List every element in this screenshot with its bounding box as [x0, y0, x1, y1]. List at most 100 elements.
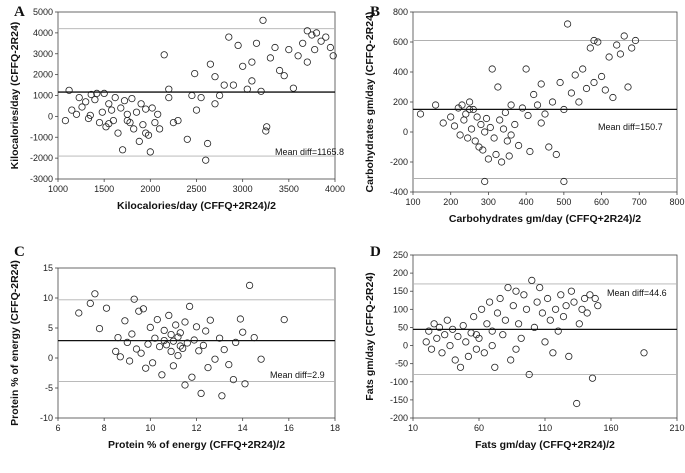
panel-a-point-23 — [123, 110, 131, 118]
panel-a-point-70 — [294, 52, 302, 60]
panel-d-point-51 — [557, 291, 565, 299]
panel-a-point-59 — [252, 39, 261, 47]
panel-a-point-64 — [266, 54, 274, 62]
panel-c-point-6 — [114, 333, 122, 342]
panel-c-point-17 — [142, 364, 150, 372]
panel-c-point-32 — [174, 351, 182, 360]
panel-a-point-83 — [165, 94, 173, 102]
panel-a-point-19 — [114, 129, 122, 137]
panel-b-point-60 — [605, 53, 613, 61]
panel-b-point-24 — [490, 134, 498, 142]
panel-c-ytick-label-3: 5 — [48, 323, 53, 333]
panel-a-point-54 — [229, 81, 237, 89]
panel-a-point-17 — [109, 117, 118, 125]
panel-c-frame — [57, 267, 336, 419]
panel-b-point-31 — [503, 137, 511, 145]
panel-a-point-13 — [100, 89, 108, 98]
panel-d-point-57 — [573, 399, 581, 408]
panel-a-point-27 — [132, 108, 141, 116]
panel-a-point-61 — [259, 16, 267, 24]
panel-b-point-65 — [624, 83, 632, 91]
panel-c-point-22 — [153, 315, 161, 324]
panel-c-point-56 — [236, 315, 244, 323]
panel-c-xtick-label-0: 6 — [55, 423, 60, 433]
panel-b-point-41 — [533, 101, 542, 109]
panel-c-point-25 — [160, 326, 168, 334]
panel-c-point-26 — [162, 341, 171, 349]
panel-d-point-12 — [454, 332, 462, 341]
panel-c-point-23 — [156, 342, 164, 351]
panel-b-point-28 — [497, 158, 506, 166]
panel-a-point-65 — [271, 43, 279, 52]
panel-c-point-12 — [130, 295, 138, 303]
panel-b-point-52 — [575, 98, 583, 106]
panel-c-y-axis-title: Protein % of energy (CFFQ-2R24) — [9, 260, 21, 426]
panel-a-ytick-label-8: 5000 — [33, 7, 53, 17]
panel-b-point-0 — [416, 110, 425, 118]
panel-d-point-20 — [475, 334, 483, 342]
panel-b-point-33 — [507, 101, 515, 109]
panel-b-xtick-label-1: 200 — [443, 197, 458, 207]
panel-b-point-9 — [462, 110, 470, 118]
panel-d-ytick-label-4: 0 — [403, 341, 408, 351]
panel-d-xtick-label-4: 210 — [669, 423, 684, 433]
panel-d-point-48 — [549, 349, 557, 357]
panel-d-ytick-label-1: -150 — [390, 395, 408, 405]
panel-c-point-47 — [204, 363, 212, 372]
panel-b-xtick-label-5: 600 — [594, 197, 609, 207]
panel-c-xtick-label-1: 8 — [102, 423, 107, 433]
panel-d-point-41 — [530, 323, 539, 331]
panel-b-xtick-label-2: 300 — [481, 197, 496, 207]
panel-a-point-87 — [86, 111, 94, 119]
panel-c-point-49 — [211, 355, 219, 363]
panel-c-ytick-label-1: -5 — [45, 383, 53, 393]
panel-d-point-22 — [480, 349, 488, 357]
panel-a-xtick-label-5: 3500 — [279, 184, 299, 194]
panel-a-point-52 — [220, 81, 228, 89]
panel-a-point-43 — [188, 91, 196, 100]
panel-b-ytick-label-3: 200 — [393, 97, 408, 107]
panel-b-point-57 — [594, 38, 602, 46]
panel-b-point-71 — [507, 131, 515, 139]
panel-d-point-32 — [507, 356, 515, 364]
panel-d-point-23 — [483, 320, 491, 328]
panel-c-point-46 — [202, 327, 210, 335]
panel-b-point-26 — [494, 83, 502, 91]
panel-d-point-8 — [443, 316, 451, 324]
panel-c-xtick-label-3: 12 — [191, 423, 201, 433]
panel-a-point-38 — [160, 51, 168, 59]
panel-c-point-13 — [132, 345, 141, 353]
panel-c-ytick-label-4: 10 — [43, 293, 53, 303]
panel-b-frame — [412, 11, 678, 193]
panel-a-ytick-label-3: 0 — [48, 111, 53, 121]
panel-c-point-15 — [137, 349, 145, 357]
panel-b-point-49 — [563, 20, 572, 28]
panel-c-point-5 — [112, 347, 120, 355]
panel-c-point-9 — [123, 338, 131, 346]
panel-c-point-61 — [257, 355, 265, 363]
panel-d-point-42 — [533, 298, 541, 306]
panel-d-point-34 — [512, 287, 520, 295]
panel-b-point-43 — [541, 110, 549, 118]
panel-a-xtick-label-6: 4000 — [325, 184, 345, 194]
panel-a-point-84 — [142, 129, 150, 137]
panel-a-point-45 — [192, 106, 201, 114]
panel-b-xtick-label-0: 100 — [405, 197, 420, 207]
panel-a-xtick-label-1: 1500 — [94, 184, 114, 194]
panel-d-point-60 — [580, 294, 589, 303]
panel-d-point-24 — [485, 298, 494, 306]
panel-d-letter: D — [370, 244, 381, 260]
panel-d-point-27 — [493, 309, 502, 317]
panel-a-point-0 — [61, 117, 70, 125]
panel-b-point-59 — [601, 86, 609, 94]
panel-b-point-51 — [571, 71, 579, 79]
panel-a-point-8 — [87, 90, 95, 99]
panel-a-point-12 — [98, 108, 106, 116]
panel-a-point-29 — [137, 100, 145, 108]
panel-a-ytick-label-0: -3000 — [30, 174, 53, 184]
panel-c-point-51 — [218, 392, 226, 400]
chart-panel-b: B Mean diff=150.7 100 200 300 400 500 600 700 800… — [364, 4, 685, 225]
panel-a-point-79 — [329, 52, 337, 60]
panel-a-point-42 — [183, 135, 191, 143]
